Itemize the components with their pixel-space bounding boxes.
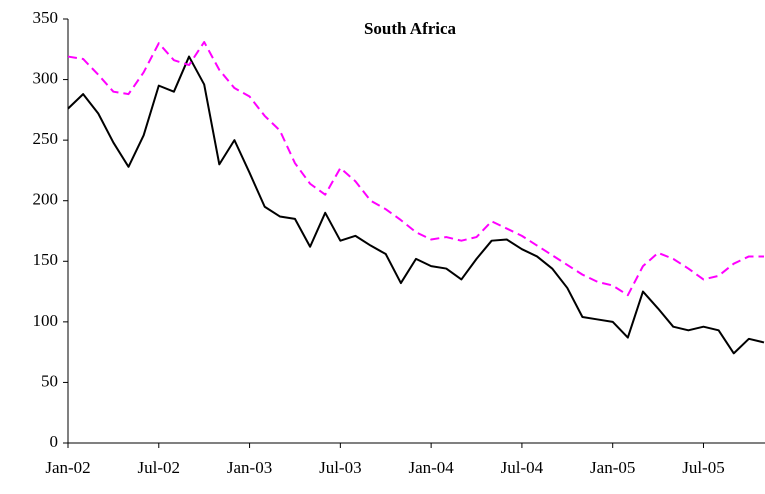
chart-title: South Africa	[364, 19, 457, 38]
series-line	[67, 41, 764, 297]
x-tick-label: Jan-05	[590, 458, 635, 477]
x-tick-label: Jan-02	[45, 458, 90, 477]
x-tick-label: Jan-04	[408, 458, 454, 477]
x-tick-label: Jul-02	[138, 458, 181, 477]
y-tick-label: 200	[33, 190, 59, 209]
series-line	[67, 55, 765, 355]
y-tick-label: 50	[41, 371, 58, 390]
x-tick-label: Jul-04	[501, 458, 544, 477]
y-tick-label: 100	[33, 311, 59, 330]
y-tick-label: 300	[33, 68, 59, 87]
y-tick-label: 250	[33, 129, 59, 148]
x-tick-label: Jan-03	[227, 458, 272, 477]
x-tick-label: Jul-05	[682, 458, 725, 477]
x-tick-label: Jul-03	[319, 458, 362, 477]
y-tick-label: 0	[50, 432, 59, 451]
y-tick-label: 150	[33, 250, 59, 269]
y-tick-label: 350	[33, 8, 59, 27]
